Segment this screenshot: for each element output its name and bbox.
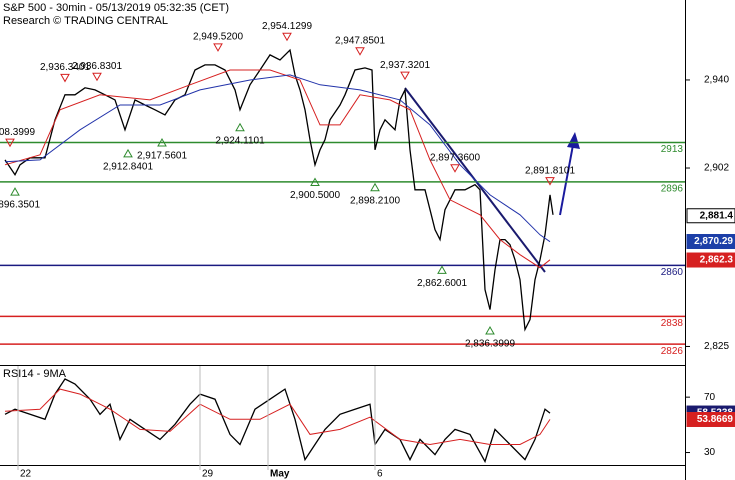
- price-box: [686, 234, 735, 250]
- arrow-head: [567, 132, 580, 149]
- pivot-high-marker: [450, 164, 460, 173]
- pivot-low-marker: [485, 326, 495, 335]
- pivot-low-marker: [370, 182, 380, 192]
- level-label: 2860: [661, 267, 684, 278]
- series-line: [4, 74, 551, 243]
- pivot-label: 2,900.5000: [290, 190, 340, 201]
- pivot-label: 2,949.5200: [193, 32, 243, 43]
- pivot-label: 2,891.8101: [525, 165, 575, 176]
- pivot-label: 2,862.6001: [417, 278, 467, 289]
- pivot-label: 2,947.8501: [335, 35, 385, 46]
- pivot-label: 2,954.1299: [262, 21, 312, 32]
- price-box: [686, 411, 735, 427]
- price-box-label: 2,862.3: [700, 255, 734, 266]
- level-label: 2838: [661, 318, 684, 329]
- price-box: [686, 252, 735, 268]
- pivot-high-marker: [400, 71, 410, 81]
- pivot-label: 2,908.3999: [0, 127, 35, 138]
- pivot-label: 2,897.3600: [430, 152, 480, 163]
- level-label: 2826: [661, 346, 684, 357]
- pivot-label: 2,836.3999: [465, 339, 515, 350]
- x-tick-label: 22: [20, 469, 32, 480]
- pivot-low-marker: [123, 148, 133, 158]
- pivot-high-marker: [92, 72, 102, 82]
- pivot-label: 2,936.3401: [40, 62, 90, 73]
- pivot-label: 2,896.3501: [0, 200, 40, 211]
- pivot-high-marker: [60, 73, 70, 83]
- y-tick-label: 70: [704, 392, 716, 403]
- pivot-label: 2,937.3201: [380, 60, 430, 71]
- x-tick-label: May: [270, 469, 290, 480]
- forecast-arrow: [559, 144, 574, 216]
- series-line: [4, 48, 554, 332]
- pivot-low-marker: [10, 187, 20, 196]
- chart-title: S&P 500 - 30min - 05/13/2019 05:32:35 (C…: [3, 2, 229, 14]
- pivot-label: 2,912.8401: [103, 162, 153, 173]
- series-line: [4, 378, 551, 464]
- series-line: [4, 388, 551, 446]
- price-box-label: 2,870.29: [694, 236, 733, 247]
- pivot-low-marker: [310, 177, 320, 186]
- price-box: [686, 208, 735, 224]
- pivot-label: 2,917.5601: [137, 151, 187, 162]
- pivot-high-marker: [213, 43, 223, 52]
- price-box-label: 53.8669: [697, 414, 734, 425]
- y-tick-label: 30: [704, 447, 716, 458]
- series-line: [4, 69, 551, 269]
- price-box-label: 2,881.4: [700, 210, 734, 221]
- rsi-title: RSI14 - 9MA: [3, 368, 67, 380]
- y-tick-label: 2,902: [704, 163, 729, 174]
- pivot-high-marker: [355, 47, 365, 56]
- pivot-label: 2,898.2100: [350, 195, 400, 206]
- pivot-low-marker: [437, 265, 447, 274]
- pivot-high-marker: [5, 138, 15, 148]
- x-tick-label: 6: [377, 469, 383, 480]
- level-label: 2913: [661, 144, 684, 155]
- pivot-label: 2,936.8301: [72, 61, 122, 72]
- pivot-high-marker: [282, 32, 292, 42]
- chart-subtitle: Research © TRADING CENTRAL: [3, 15, 168, 27]
- y-tick-label: 2,940: [704, 75, 729, 86]
- pivot-low-marker: [235, 122, 245, 132]
- y-tick-label: 2,825: [704, 341, 729, 352]
- pivot-low-marker: [157, 137, 167, 147]
- pivot-label: 2,924.1101: [215, 135, 265, 146]
- pivot-high-marker: [545, 177, 555, 186]
- x-tick-label: 29: [202, 469, 214, 480]
- level-label: 2896: [661, 184, 684, 195]
